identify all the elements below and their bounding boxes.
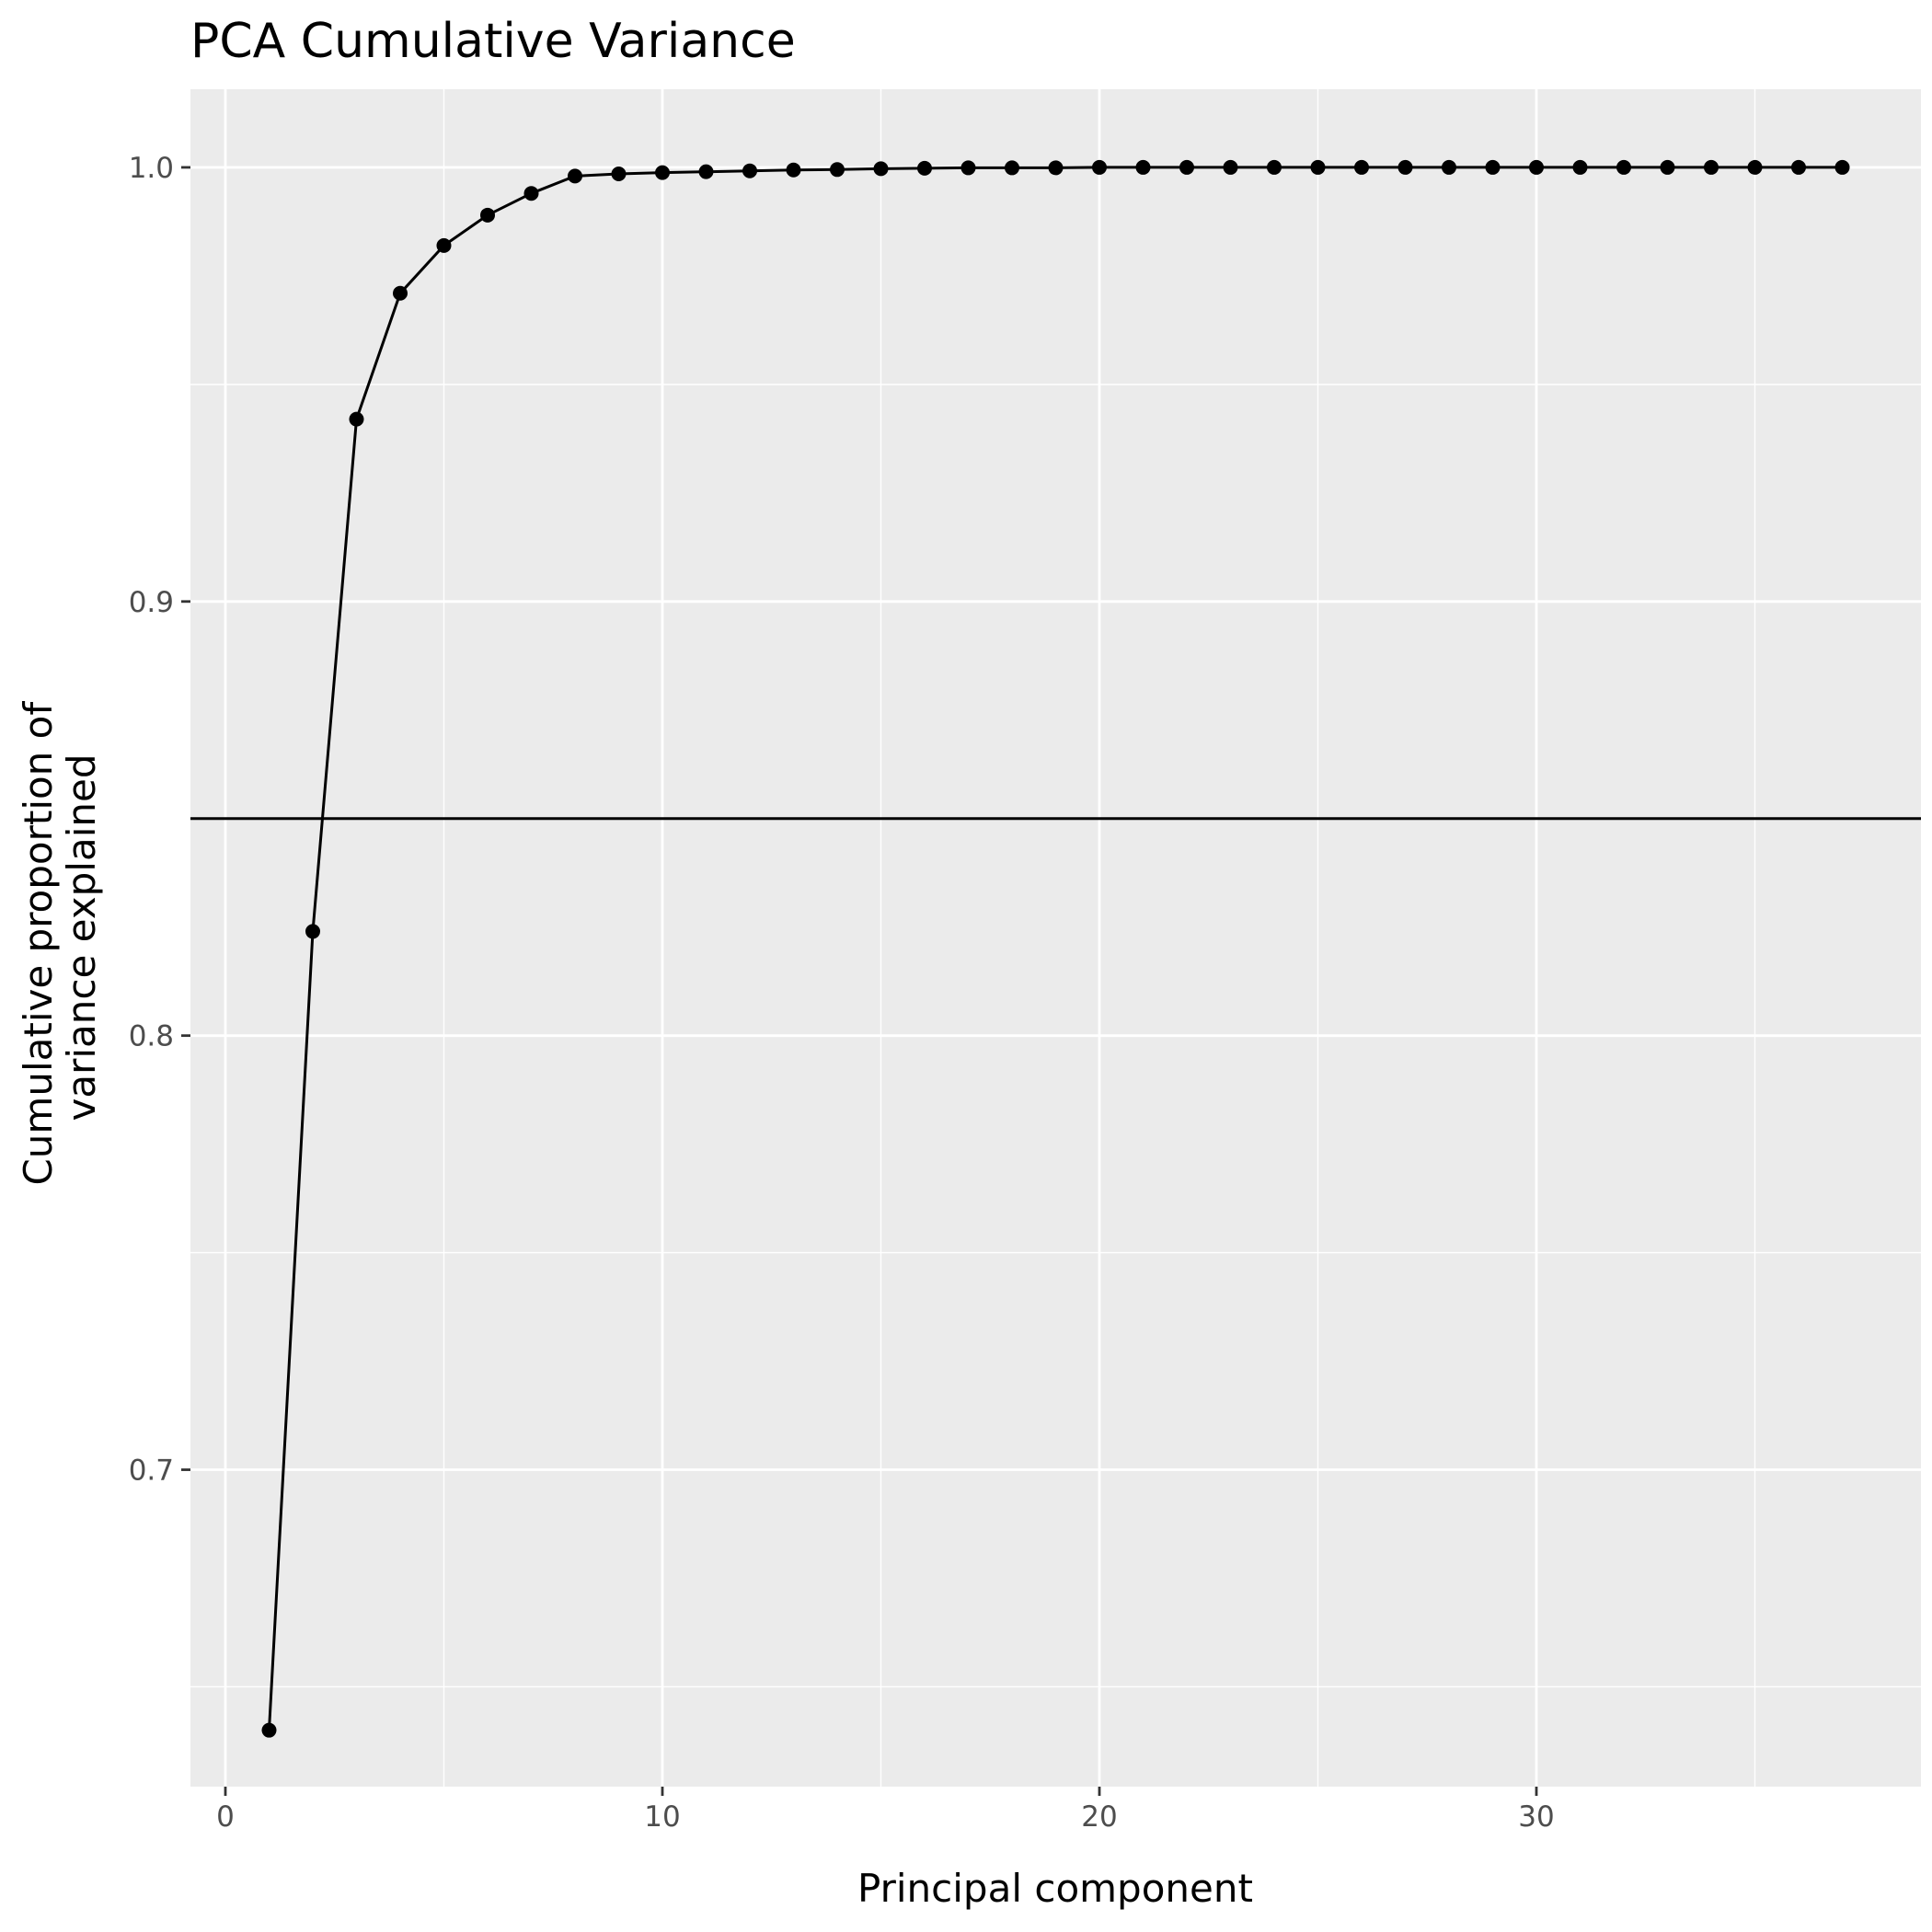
y-axis-title-line-2: variance explained [59, 754, 104, 1121]
data-point [698, 164, 714, 179]
data-point [1834, 159, 1850, 175]
data-point [830, 162, 845, 178]
y-tick-label: 0.9 [129, 586, 174, 619]
major-gridlines [190, 89, 1921, 1787]
x-tick-label: 30 [1518, 1800, 1554, 1834]
data-point [655, 165, 670, 180]
data-point [786, 162, 801, 178]
y-axis-title: Cumulative proportion of variance explai… [16, 689, 104, 1185]
data-point [393, 285, 408, 301]
data-point [1442, 159, 1456, 175]
data-point [1397, 159, 1413, 175]
y-tick-label: 1.0 [129, 152, 174, 185]
data-point [1529, 159, 1544, 175]
series-layer [261, 159, 1850, 1738]
data-point [1135, 159, 1151, 175]
data-point [261, 1722, 277, 1738]
data-point [1267, 159, 1282, 175]
data-point [960, 160, 976, 176]
chart-title: PCA Cumulative Variance [190, 14, 796, 69]
x-tick-label: 0 [216, 1800, 235, 1834]
data-point [1485, 159, 1501, 175]
data-point [742, 163, 757, 178]
data-point [1572, 159, 1588, 175]
data-point [1048, 160, 1064, 176]
y-axis-title-line-1: Cumulative proportion of [16, 701, 61, 1186]
data-point [1005, 160, 1019, 176]
plot-panel [190, 89, 1921, 1787]
data-point [1704, 159, 1719, 175]
data-point [1179, 159, 1194, 175]
data-point [1616, 159, 1631, 175]
data-point [1660, 159, 1675, 175]
x-tick-label: 20 [1081, 1800, 1117, 1834]
data-point [1310, 159, 1326, 175]
axes-layer: 0 10 20 30 0.7 0.8 0.9 1.0 [129, 152, 1555, 1834]
y-tick-label: 0.8 [129, 1020, 174, 1053]
data-point [349, 411, 364, 427]
data-point [1747, 159, 1763, 175]
data-point [917, 160, 932, 176]
data-point [568, 168, 582, 184]
data-point [873, 161, 889, 177]
x-tick-label: 10 [644, 1800, 680, 1834]
data-point [1092, 159, 1107, 175]
data-point [436, 237, 452, 253]
data-point [305, 924, 320, 939]
data-point [1354, 159, 1369, 175]
data-point [523, 186, 539, 201]
data-point [611, 167, 627, 182]
y-tick-label: 0.7 [129, 1455, 174, 1488]
data-point [1791, 159, 1806, 175]
data-point [480, 207, 495, 223]
data-point [1223, 159, 1238, 175]
x-axis-title: Principal component [857, 1866, 1253, 1911]
